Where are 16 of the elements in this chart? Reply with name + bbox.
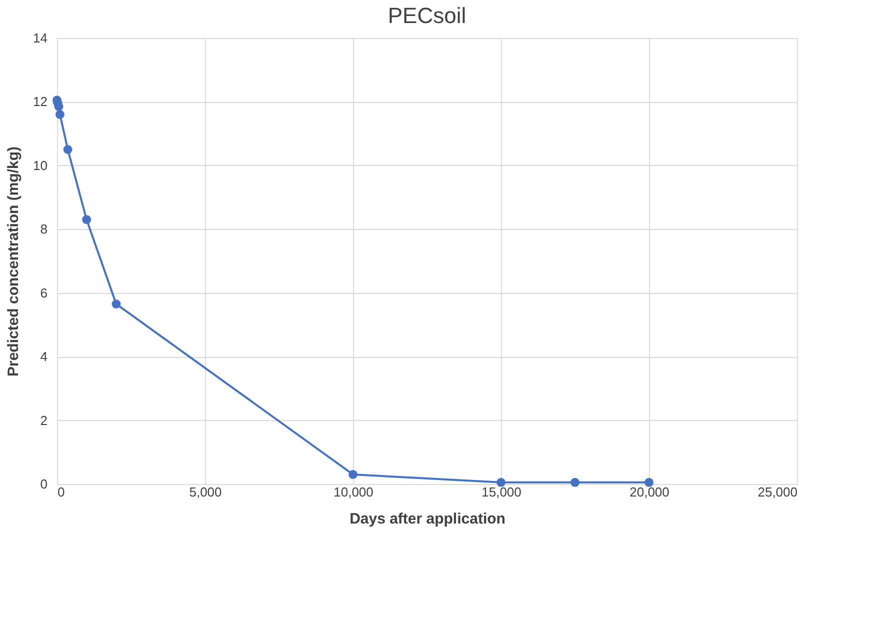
y-tick-label: 4 xyxy=(40,349,48,364)
x-tick-label: 15,000 xyxy=(482,484,522,500)
chart-title: PECsoil xyxy=(388,3,466,28)
x-axis-title: Days after application xyxy=(350,510,506,528)
x-tick-label: 0 xyxy=(58,484,65,500)
y-tick-label: 6 xyxy=(40,285,48,300)
x-tick-label: 20,000 xyxy=(630,484,670,500)
x-tick-label: 25,000 xyxy=(758,484,798,500)
y-tick-label: 14 xyxy=(33,30,48,46)
y-tick-label: 10 xyxy=(33,158,48,173)
y-tick-label: 8 xyxy=(40,222,48,237)
y-axis-title: Predicted concentration (mg/kg) xyxy=(5,146,22,377)
x-tick-label: 10,000 xyxy=(334,484,374,500)
y-tick-label: 12 xyxy=(33,94,48,110)
y-tick-label: 2 xyxy=(40,412,48,428)
x-tick-label: 5,000 xyxy=(189,484,222,500)
